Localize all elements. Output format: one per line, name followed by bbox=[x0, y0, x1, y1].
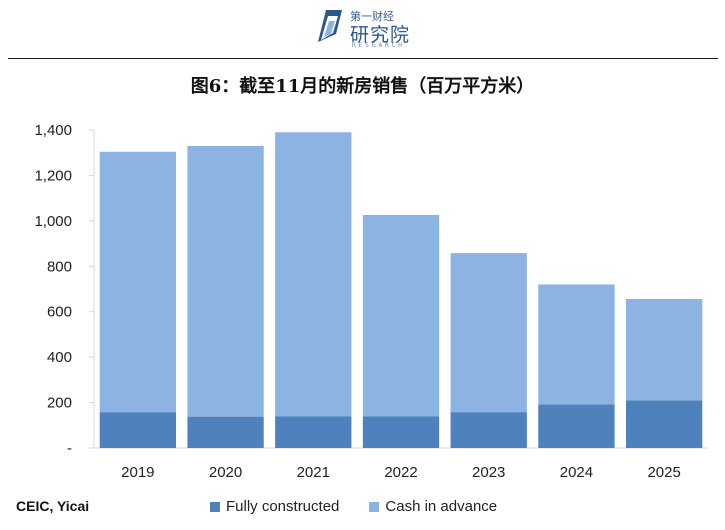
y-tick-label: 400 bbox=[47, 349, 72, 366]
logo-en-text: RESEARCH bbox=[352, 42, 405, 49]
bar-cash-in-advance-2021 bbox=[275, 132, 352, 417]
y-tick-label: 1,400 bbox=[34, 122, 72, 139]
x-tick-label: 2021 bbox=[297, 464, 330, 481]
bar-fully-constructed-2024 bbox=[538, 404, 615, 448]
logo-main-text: 研究院 bbox=[350, 24, 411, 46]
logo-small-text: 第一财经 bbox=[350, 10, 394, 23]
report-header: 第一财经 研究院 RESEARCH bbox=[0, 0, 725, 62]
legend-label-fully-constructed: Fully constructed bbox=[226, 498, 340, 515]
y-tick-label: 1,200 bbox=[34, 167, 72, 184]
bar-cash-in-advance-2025 bbox=[625, 298, 703, 401]
y-tick-label: 200 bbox=[47, 395, 72, 412]
y-tick-label: - bbox=[67, 440, 72, 457]
bar-cash-in-advance-2020 bbox=[187, 145, 264, 417]
x-tick-label: 2019 bbox=[121, 464, 154, 481]
x-tick-label: 2022 bbox=[384, 464, 417, 481]
legend-item-cash-in-advance: Cash in advance bbox=[369, 498, 497, 515]
stacked-bar-chart: - 200 400 600 800 1,000 1,200 1,400 2019 2020 2021… bbox=[34, 122, 708, 481]
bar-cash-in-advance-2022 bbox=[362, 214, 440, 417]
y-tick-label: 800 bbox=[47, 258, 72, 275]
x-tick-label: 2024 bbox=[560, 464, 593, 481]
logo-emblem-icon bbox=[318, 10, 342, 42]
y-tick-label: 600 bbox=[47, 304, 72, 321]
bar-fully-constructed-2023 bbox=[450, 412, 527, 448]
legend-label-cash-in-advance: Cash in advance bbox=[385, 498, 498, 515]
x-tick-label: 2025 bbox=[647, 464, 680, 481]
chart-legend: Fully constructed Cash in advance bbox=[210, 498, 497, 515]
y-tick-label: 1,000 bbox=[34, 213, 72, 230]
bar-fully-constructed-2022 bbox=[362, 416, 440, 448]
legend-swatch-fully-constructed bbox=[210, 501, 220, 512]
bar-fully-constructed-2021 bbox=[275, 416, 352, 448]
bar-fully-constructed-2019 bbox=[99, 412, 177, 448]
bar-cash-in-advance-2019 bbox=[99, 151, 177, 413]
bar-cash-in-advance-2023 bbox=[450, 253, 527, 413]
header-divider bbox=[8, 58, 718, 59]
legend-item-fully-constructed: Fully constructed bbox=[210, 498, 339, 515]
chart-title: 图6：截至11月的新房销售（百万平方米） bbox=[190, 76, 535, 97]
yicai-research-logo: 第一财经 研究院 RESEARCH bbox=[312, 6, 422, 50]
x-tick-label: 2020 bbox=[209, 464, 242, 481]
bar-fully-constructed-2025 bbox=[625, 400, 703, 448]
source-note: CEIC, Yicai bbox=[16, 498, 90, 514]
bar-fully-constructed-2020 bbox=[187, 416, 264, 448]
x-tick-label: 2023 bbox=[472, 464, 505, 481]
legend-swatch-cash-in-advance bbox=[369, 501, 380, 512]
bar-cash-in-advance-2024 bbox=[538, 284, 615, 405]
